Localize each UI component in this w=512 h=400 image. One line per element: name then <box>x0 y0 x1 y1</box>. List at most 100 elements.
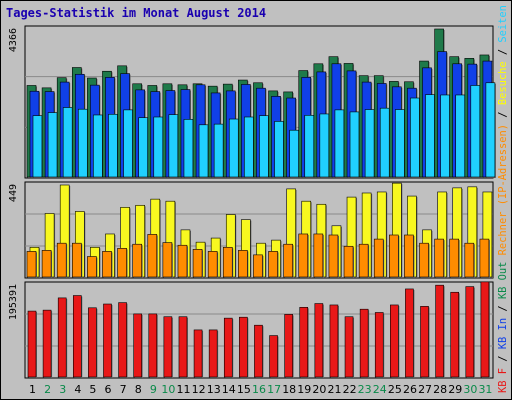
x-tick-label-23: 23 <box>358 383 372 396</box>
bar-rechner-day-2 <box>41 250 52 278</box>
bar-rechner-day-5 <box>87 256 97 278</box>
panel-requests: 4366 <box>8 25 496 179</box>
bar-kb-f-day-4 <box>72 295 82 378</box>
bar-seiten-day-13 <box>213 123 224 178</box>
bar-rechner-day-28 <box>434 238 444 278</box>
bar-rechner-day-31 <box>479 238 490 278</box>
legend-entry: / <box>497 305 509 318</box>
x-tick-label-6: 6 <box>105 383 112 396</box>
bar-kb-f-day-23 <box>359 308 369 378</box>
bar-rechner-day-9 <box>147 234 158 278</box>
bar-seiten-day-2 <box>47 112 58 178</box>
bar-kb-f-day-18 <box>284 314 293 378</box>
bar-rechner-day-7 <box>117 248 127 278</box>
x-tick-label-20: 20 <box>312 383 326 396</box>
x-tick-label-3: 3 <box>59 383 66 396</box>
bar-kb-f-day-20 <box>314 303 324 378</box>
bar-seiten-day-24 <box>379 107 390 178</box>
bar-kb-f-day-10 <box>163 316 173 378</box>
bar-seiten-day-27 <box>425 94 435 178</box>
bar-kb-f-day-19 <box>299 307 309 378</box>
x-tick-label-30: 30 <box>463 383 477 396</box>
bar-seiten-day-17 <box>274 121 284 178</box>
bar-seiten-day-12 <box>198 124 209 178</box>
bar-rechner-day-11 <box>177 244 188 278</box>
bar-seiten-day-4 <box>77 108 88 178</box>
bar-seiten-day-9 <box>153 116 164 178</box>
bar-rechner-day-29 <box>449 238 460 278</box>
bar-seiten-day-18 <box>289 129 299 178</box>
bar-rechner-day-30 <box>464 242 475 278</box>
bar-kb-f-day-7 <box>118 302 127 378</box>
bar-rechner-day-8 <box>132 243 142 278</box>
bar-kb-f-day-15 <box>239 316 248 378</box>
legend-entry: KB F <box>497 368 509 393</box>
x-tick-label-24: 24 <box>373 383 387 396</box>
x-tick-label-4: 4 <box>74 383 81 396</box>
bar-rechner-day-13 <box>207 251 218 278</box>
bar-seiten-day-23 <box>364 109 375 178</box>
bar-rechner-day-24 <box>373 238 384 278</box>
bar-rechner-day-1 <box>26 251 37 278</box>
bar-seiten-day-11 <box>183 119 194 178</box>
bar-kb-f-day-8 <box>133 313 142 378</box>
bar-rechner-day-20 <box>313 233 324 278</box>
bar-rechner-day-26 <box>404 234 414 278</box>
bar-seiten-day-5 <box>93 114 103 178</box>
legend: KB F / KB In / KB Out Rechner (IP-Adress… <box>497 0 509 393</box>
bar-seiten-day-25 <box>395 109 405 178</box>
bar-seiten-day-10 <box>168 114 179 178</box>
bar-rechner-day-22 <box>343 245 354 278</box>
bar-seiten-day-7 <box>123 109 133 178</box>
bar-rechner-day-14 <box>222 246 233 278</box>
bar-seiten-day-22 <box>349 111 360 178</box>
bar-rechner-day-23 <box>358 243 369 278</box>
x-tick-label-18: 18 <box>282 383 296 396</box>
bar-rechner-day-25 <box>389 234 399 278</box>
x-tick-label-19: 19 <box>297 383 311 396</box>
bar-seiten-day-30 <box>470 85 481 178</box>
legend-entry: KB In <box>497 318 509 356</box>
bar-seiten-day-21 <box>334 109 345 178</box>
bar-kb-f-day-5 <box>88 307 97 378</box>
bar-kb-f-day-16 <box>254 324 263 378</box>
x-tick-label-5: 5 <box>89 383 96 396</box>
x-tick-label-22: 22 <box>343 383 357 396</box>
x-tick-label-10: 10 <box>161 383 175 396</box>
x-tick-label-25: 25 <box>388 383 402 396</box>
x-tick-label-11: 11 <box>177 383 191 396</box>
x-tick-label-8: 8 <box>135 383 142 396</box>
bar-rechner-day-15 <box>238 250 248 278</box>
bar-seiten-day-26 <box>410 97 420 178</box>
max-value-label: 449 <box>8 184 19 202</box>
bar-seiten-day-15 <box>244 116 254 178</box>
bar-kb-f-day-24 <box>374 312 384 378</box>
bar-kb-f-day-22 <box>344 316 354 378</box>
x-tick-label-1: 1 <box>29 383 36 396</box>
bar-seiten-day-16 <box>259 115 269 178</box>
bar-seiten-day-19 <box>304 115 315 178</box>
bar-seiten-day-6 <box>108 113 118 178</box>
x-tick-label-13: 13 <box>207 383 221 396</box>
bar-rechner-day-18 <box>283 243 293 278</box>
bar-seiten-day-29 <box>455 94 466 178</box>
bar-kb-f-day-27 <box>420 306 429 378</box>
x-tick-label-9: 9 <box>150 383 157 396</box>
max-value-label: 195391 <box>8 284 19 320</box>
x-tick-label-26: 26 <box>403 383 417 396</box>
bar-seiten-day-31 <box>485 82 496 178</box>
x-tick-label-16: 16 <box>252 383 266 396</box>
legend-entry: / <box>497 0 509 5</box>
bar-rechner-day-10 <box>162 242 173 278</box>
panel-visits: 449 <box>8 181 494 279</box>
bar-rechner-day-17 <box>268 251 278 278</box>
bar-kb-f-day-13 <box>208 329 218 378</box>
x-tick-label-14: 14 <box>222 383 236 396</box>
bar-kb-f-day-30 <box>465 286 475 378</box>
bar-kb-f-day-11 <box>178 316 188 378</box>
bar-kb-f-day-1 <box>27 310 37 378</box>
bar-rechner-day-19 <box>298 233 309 278</box>
bar-rechner-day-21 <box>328 234 339 278</box>
bar-kb-f-day-17 <box>269 335 278 378</box>
